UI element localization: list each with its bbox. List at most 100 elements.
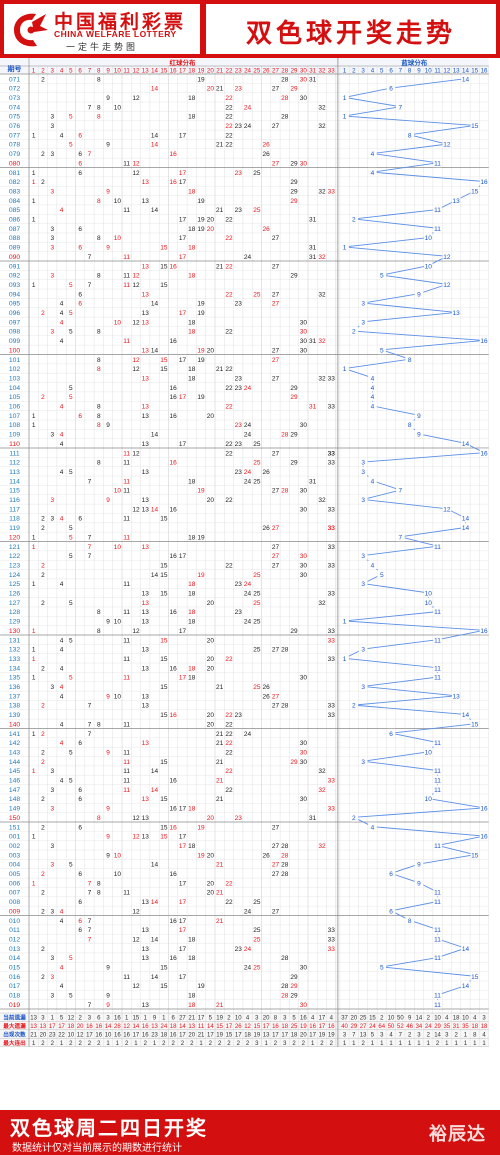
stats-blue-value: 1 [427,1041,431,1047]
red-ball-value: 29 [290,160,298,167]
red-ball-value: 28 [281,647,289,654]
red-ball-value: 29 [290,86,298,93]
stats-blue-value: 4 [473,1016,477,1022]
period-number: 009 [9,908,21,915]
period-number: 132 [9,647,21,654]
blue-ball-value: 11 [434,955,441,962]
red-ball-value: 20 [207,880,215,887]
stats-red-value: 2 [144,1041,148,1047]
red-ball-value: 10 [114,693,122,700]
stats-red-value: 18 [161,1033,168,1039]
red-ball-value: 15 [160,637,168,644]
red-ball-value: 4 [60,740,64,747]
red-column-number: 13 [142,68,149,75]
red-ball-value: 13 [142,291,150,298]
red-ball-value: 4 [60,338,64,345]
period-number: 083 [9,188,21,195]
red-ball-value: 5 [69,862,73,869]
red-ball-value: 22 [225,731,233,738]
red-ball-value: 27 [272,263,280,270]
red-ball-value: 6 [78,413,82,420]
stats-red-value: 2 [181,1041,185,1047]
red-column-number: 7 [88,68,92,75]
period-number: 125 [9,581,21,588]
red-ball-value: 29 [290,432,298,439]
red-ball-value: 4 [60,441,64,448]
period-number: 108 [9,422,21,429]
red-ball-value: 12 [132,908,140,915]
blue-ball-value: 11 [434,675,441,682]
logo-chinese-name: 中国福利彩票 [54,12,187,33]
period-number: 110 [9,441,20,448]
red-ball-value: 6 [78,918,82,925]
stats-red-value: 8 [274,1016,278,1022]
red-ball-value: 14 [151,787,159,794]
red-ball-value: 8 [97,235,101,242]
red-ball-value: 20 [207,852,215,859]
blue-ball-value: 11 [434,927,441,934]
red-ball-value: 23 [235,946,243,953]
stats-red-value: 14 [207,1024,214,1030]
blue-ball-value: 14 [462,712,470,719]
stats-red-value: 21 [198,1033,205,1039]
red-ball-value: 22 [225,441,233,448]
red-ball-value: 19 [197,217,205,224]
red-ball-value: 31 [309,76,317,83]
red-ball-value: 33 [328,806,336,813]
blue-ball-value: 3 [361,581,365,588]
blue-ball-value: 6 [389,908,393,915]
stats-red-value: 3 [283,1041,287,1047]
red-ball-value: 13 [142,497,150,504]
red-ball-value: 14 [151,86,159,93]
red-ball-value: 15 [160,263,168,270]
stats-red-value: 2 [97,1041,101,1047]
red-column-number: 30 [300,68,307,75]
red-ball-value: 2 [41,908,45,915]
blue-ball-value: 7 [399,488,403,495]
stats-red-value: 27 [179,1016,186,1022]
red-ball-value: 3 [50,787,54,794]
blue-ball-value: 3 [361,301,365,308]
period-number: 128 [9,609,21,616]
red-ball-value: 7 [88,151,92,158]
blue-ball-value: 11 [434,160,441,167]
red-ball-value: 16 [170,778,178,785]
blue-column-number: 7 [399,68,403,75]
blue-ball-bg [358,682,368,691]
red-ball-value: 23 [235,469,243,476]
red-ball-value: 6 [78,226,82,233]
red-ball-value: 1 [32,628,36,635]
red-ball-value: 13 [142,740,150,747]
red-ball-value: 13 [142,544,150,551]
blue-ball-bg [479,336,489,345]
blue-ball-value: 11 [434,843,441,850]
blue-ball-bg [368,476,377,486]
blue-ball-bg [358,495,368,504]
blue-ball-bg [386,869,396,878]
blue-ball-bg [423,588,433,598]
red-ball-value: 19 [197,852,205,859]
red-ball-value: 13 [142,955,150,962]
stats-red-value: 13 [188,1024,195,1030]
red-ball-value: 30 [300,965,308,972]
blue-ball-bg [358,317,368,327]
blue-ball-value: 15 [471,974,479,981]
red-ball-value: 3 [50,497,54,504]
blue-ball-value: 9 [417,862,421,869]
red-ball-value: 11 [123,534,130,541]
blue-ball-bg [414,289,424,299]
red-ball-value: 11 [123,160,130,167]
period-number: 012 [9,936,21,943]
red-ball-value: 9 [106,806,110,813]
stats-red-value: 1 [106,1041,110,1047]
stats-blue-value: 2 [427,1016,431,1022]
period-number: 081 [9,170,21,177]
stats-red-value: 1 [60,1041,64,1047]
red-ball-value: 14 [151,142,159,149]
red-ball-value: 22 [225,329,233,336]
red-ball-value: 8 [97,880,101,887]
stats-red-value: 2 [209,1041,213,1047]
period-number: 072 [9,86,21,93]
red-column-number: 29 [291,68,298,75]
